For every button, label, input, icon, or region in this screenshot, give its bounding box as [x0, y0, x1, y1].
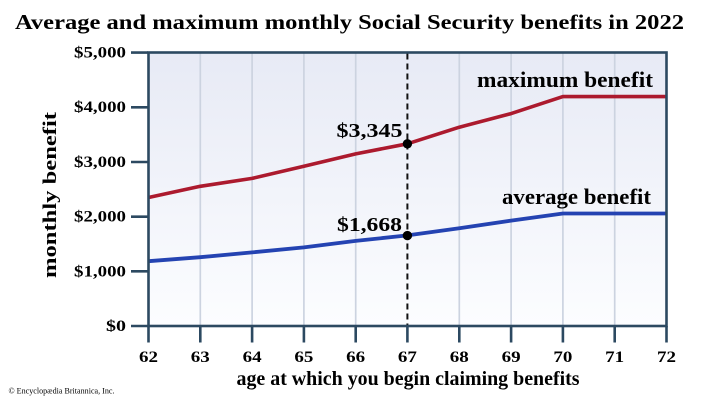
- svg-text:$2,000: $2,000: [74, 209, 126, 226]
- svg-text:© Encyclopædia Britannica, Inc: © Encyclopædia Britannica, Inc.: [9, 386, 115, 396]
- svg-text:70: 70: [553, 349, 572, 366]
- svg-text:68: 68: [450, 349, 469, 366]
- svg-text:69: 69: [502, 349, 521, 366]
- svg-text:$0: $0: [106, 318, 126, 335]
- svg-text:66: 66: [346, 349, 365, 366]
- svg-text:Average and maximum monthly So: Average and maximum monthly Social Secur…: [15, 10, 684, 34]
- svg-text:monthly benefit: monthly benefit: [40, 111, 61, 278]
- svg-text:$5,000: $5,000: [74, 45, 126, 62]
- svg-text:$3,345: $3,345: [337, 120, 403, 142]
- svg-text:age at which you begin claimin: age at which you begin claiming benefits: [237, 368, 580, 390]
- svg-text:maximum benefit: maximum benefit: [477, 67, 654, 92]
- svg-text:72: 72: [657, 349, 676, 366]
- svg-text:62: 62: [139, 349, 158, 366]
- svg-text:71: 71: [605, 349, 624, 366]
- svg-text:$1,000: $1,000: [74, 263, 126, 280]
- svg-text:$3,000: $3,000: [74, 154, 126, 171]
- svg-text:average benefit: average benefit: [502, 184, 652, 209]
- svg-text:63: 63: [191, 349, 210, 366]
- svg-text:65: 65: [294, 349, 313, 366]
- svg-text:64: 64: [243, 349, 262, 366]
- svg-text:$1,668: $1,668: [337, 214, 402, 236]
- svg-text:$4,000: $4,000: [74, 99, 126, 116]
- svg-text:67: 67: [398, 349, 417, 366]
